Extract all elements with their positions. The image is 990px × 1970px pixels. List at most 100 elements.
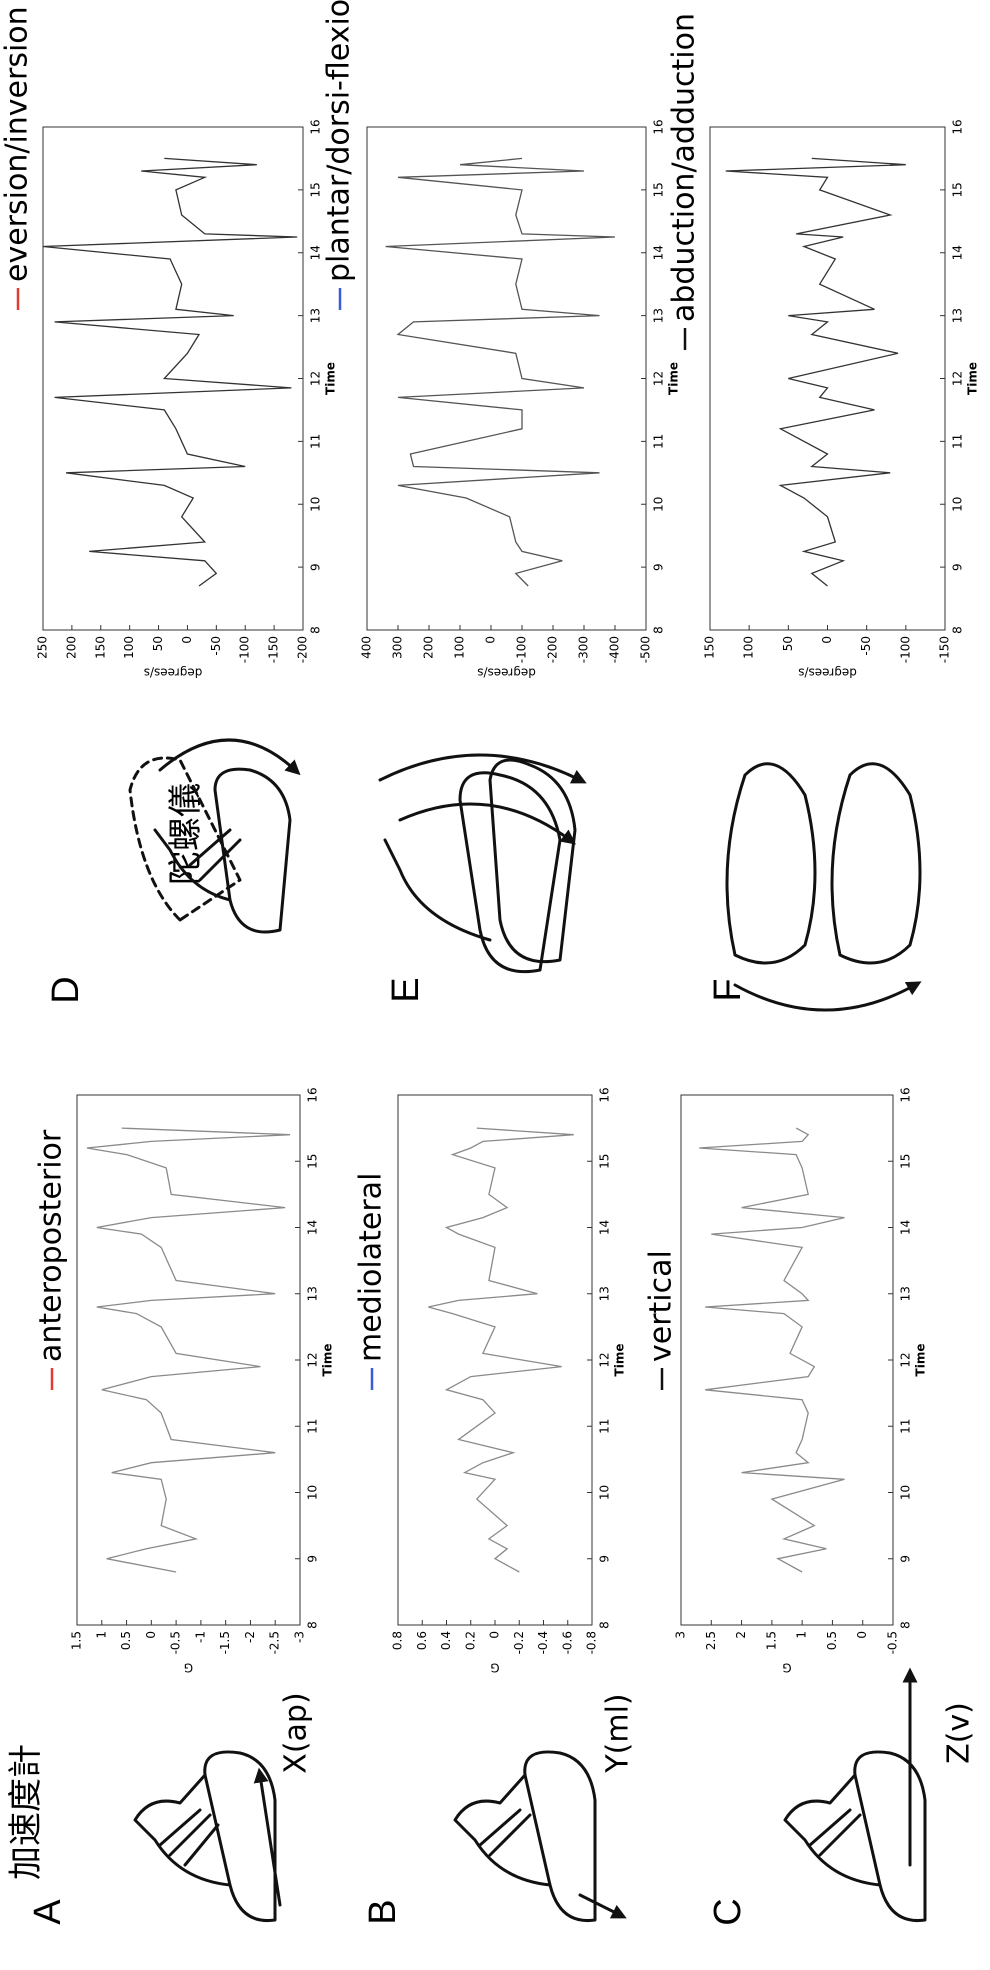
y-tick-label: -0.6 bbox=[560, 1631, 574, 1654]
y-tick-label: -50 bbox=[859, 636, 873, 656]
y-tick-label: 250 bbox=[36, 636, 50, 659]
data-line bbox=[86, 1127, 291, 1573]
data-line bbox=[42, 157, 298, 587]
y-tick-label: 0.5 bbox=[825, 1631, 839, 1650]
x-tick-label: 8 bbox=[306, 1621, 320, 1629]
y-axis-label: G bbox=[184, 1661, 193, 1675]
y-tick-label: 100 bbox=[742, 636, 756, 659]
y-tick-label: -0.5 bbox=[886, 1631, 900, 1654]
x-tick-label: 11 bbox=[899, 1419, 913, 1434]
x-tick-label: 13 bbox=[306, 1286, 320, 1301]
rotated-figure: 加速度計 陀螺儀 A B C D E F X(ap) Y(ml) Z(v) bbox=[0, 0, 980, 1926]
sensor-axis-label: Y(ml) bbox=[601, 1693, 636, 1773]
y-tick-label: -0.5 bbox=[169, 1631, 183, 1654]
x-tick-label: 16 bbox=[306, 1087, 320, 1102]
shoe-illustration bbox=[133, 1667, 927, 1923]
y-tick-label: 0.4 bbox=[439, 1631, 453, 1650]
panel-letter: C bbox=[707, 1898, 749, 1925]
y-tick-label: -300 bbox=[577, 636, 591, 663]
plot-frame bbox=[366, 126, 647, 631]
y-tick-label: 1.5 bbox=[764, 1631, 778, 1650]
x-tick-label: 10 bbox=[652, 497, 666, 512]
x-axis-label: Time bbox=[966, 362, 980, 395]
y-tick-label: 400 bbox=[360, 636, 374, 659]
y-tick-label: -400 bbox=[608, 636, 622, 663]
sensor-axis-label: Z(v) bbox=[942, 1702, 977, 1764]
y-tick-label: 0 bbox=[484, 636, 498, 644]
x-tick-label: 14 bbox=[598, 1220, 612, 1235]
x-tick-label: 14 bbox=[306, 1220, 320, 1235]
x-tick-label: 14 bbox=[899, 1220, 913, 1235]
sensor-group-label: 加速度計 bbox=[6, 1744, 46, 1880]
y-tick-label: 2 bbox=[734, 1631, 748, 1639]
panel-letter: D bbox=[45, 976, 87, 1003]
x-tick-label: 16 bbox=[652, 119, 666, 134]
x-tick-label: 12 bbox=[951, 371, 965, 386]
x-tick-label: 11 bbox=[951, 434, 965, 449]
y-tick-label: -0.8 bbox=[585, 1631, 599, 1654]
x-tick-label: 10 bbox=[951, 497, 965, 512]
plot-frame bbox=[76, 1094, 301, 1626]
legend-label: anteroposterior bbox=[34, 1129, 69, 1362]
x-tick-label: 15 bbox=[309, 182, 323, 197]
x-tick-label: 12 bbox=[598, 1352, 612, 1367]
x-tick-label: 8 bbox=[309, 626, 323, 634]
x-tick-label: 13 bbox=[951, 308, 965, 323]
x-tick-label: 15 bbox=[652, 182, 666, 197]
x-tick-label: 15 bbox=[899, 1154, 913, 1169]
x-tick-label: 9 bbox=[899, 1555, 913, 1563]
x-axis-label: Time bbox=[914, 1344, 928, 1377]
data-line bbox=[699, 1127, 845, 1573]
x-axis-label: Time bbox=[321, 1344, 335, 1377]
y-axis-label: G bbox=[490, 1661, 499, 1675]
x-tick-label: 13 bbox=[309, 308, 323, 323]
x-tick-label: 12 bbox=[309, 371, 323, 386]
x-tick-label: 14 bbox=[951, 245, 965, 260]
x-tick-label: 16 bbox=[309, 119, 323, 134]
y-axis-label: degrees/s bbox=[798, 666, 857, 680]
y-tick-label: 0 bbox=[855, 1631, 869, 1639]
y-tick-label: -200 bbox=[296, 636, 310, 663]
y-tick-label: 100 bbox=[122, 636, 136, 659]
y-tick-label: 0 bbox=[820, 636, 834, 644]
panel-letter: A bbox=[27, 1899, 69, 1925]
x-tick-label: 10 bbox=[309, 497, 323, 512]
y-tick-label: 0.2 bbox=[463, 1631, 477, 1650]
x-tick-label: 11 bbox=[309, 434, 323, 449]
y-tick-label: -50 bbox=[209, 636, 223, 656]
x-tick-label: 14 bbox=[309, 245, 323, 260]
y-axis-label: degrees/s bbox=[144, 666, 203, 680]
data-line bbox=[428, 1127, 574, 1573]
legend-label: vertical bbox=[644, 1250, 679, 1362]
legend-label: plantar/dorsi-flexion bbox=[322, 0, 357, 282]
y-tick-label: 1.5 bbox=[70, 1631, 84, 1650]
y-tick-label: -150 bbox=[938, 636, 952, 663]
x-tick-label: 15 bbox=[598, 1154, 612, 1169]
y-tick-label: 3 bbox=[674, 1631, 688, 1639]
y-tick-label: 1 bbox=[795, 1631, 809, 1639]
x-tick-label: 16 bbox=[951, 119, 965, 134]
x-tick-label: 11 bbox=[306, 1419, 320, 1434]
y-tick-label: 50 bbox=[151, 636, 165, 651]
data-line bbox=[725, 157, 906, 587]
y-tick-label: 0.8 bbox=[391, 1631, 405, 1650]
y-tick-label: 150 bbox=[93, 636, 107, 659]
x-tick-label: 13 bbox=[899, 1286, 913, 1301]
x-tick-label: 15 bbox=[306, 1154, 320, 1169]
panel-letter: F bbox=[707, 978, 749, 1001]
x-tick-label: 11 bbox=[598, 1419, 612, 1434]
x-tick-label: 9 bbox=[309, 563, 323, 571]
y-tick-label: -3 bbox=[293, 1631, 307, 1643]
y-tick-label: 50 bbox=[781, 636, 795, 651]
y-tick-label: 0 bbox=[144, 1631, 158, 1639]
x-axis-label: Time bbox=[324, 362, 338, 395]
y-tick-label: 2.5 bbox=[704, 1631, 718, 1650]
plot-frame bbox=[680, 1094, 894, 1626]
y-tick-label: -100 bbox=[515, 636, 529, 663]
x-tick-label: 9 bbox=[306, 1555, 320, 1563]
y-tick-label: -200 bbox=[546, 636, 560, 663]
y-tick-label: 0 bbox=[488, 1631, 502, 1639]
x-tick-label: 13 bbox=[598, 1286, 612, 1301]
x-tick-label: 8 bbox=[652, 626, 666, 634]
x-tick-label: 16 bbox=[899, 1087, 913, 1102]
